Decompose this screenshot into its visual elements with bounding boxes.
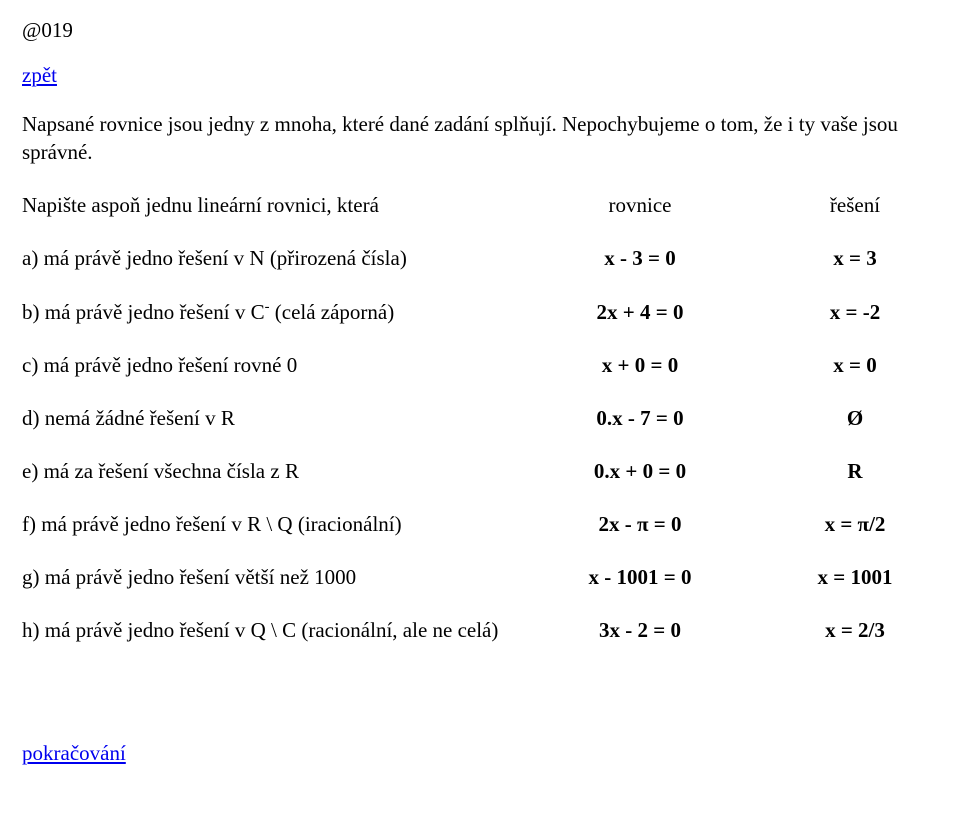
- item-b-desc-post: (celá záporná): [270, 300, 395, 324]
- item-f: f) má právě jedno řešení v R \ Q (iracio…: [22, 512, 938, 537]
- item-d-sol: Ø: [770, 406, 940, 431]
- back-link[interactable]: zpět: [22, 63, 57, 87]
- item-e-eq: 0.x + 0 = 0: [510, 459, 770, 484]
- intro-paragraph: Napsané rovnice jsou jedny z mnoha, kter…: [22, 110, 938, 167]
- item-b-eq: 2x + 4 = 0: [510, 300, 770, 325]
- item-a-eq: x - 3 = 0: [510, 246, 770, 271]
- item-a-desc: a) má právě jedno řešení v N (přirozená …: [22, 246, 510, 271]
- item-g-eq: x - 1001 = 0: [510, 565, 770, 590]
- item-f-desc: f) má právě jedno řešení v R \ Q (iracio…: [22, 512, 510, 537]
- item-f-eq: 2x - π = 0: [510, 512, 770, 537]
- item-d-desc: d) nemá žádné řešení v R: [22, 406, 510, 431]
- continue-link[interactable]: pokračování: [22, 741, 126, 765]
- item-h-eq: 3x - 2 = 0: [510, 618, 770, 643]
- item-b: b) má právě jedno řešení v C- (celá zápo…: [22, 299, 938, 325]
- item-h-sol: x = 2/3: [770, 618, 940, 643]
- item-b-sol: x = -2: [770, 300, 940, 325]
- lead-row: Napište aspoň jednu lineární rovnici, kt…: [22, 193, 938, 218]
- item-e-sol: R: [770, 459, 940, 484]
- item-g-sol: x = 1001: [770, 565, 940, 590]
- item-g: g) má právě jedno řešení větší než 1000 …: [22, 565, 938, 590]
- item-h-desc: h) má právě jedno řešení v Q \ C (racion…: [22, 618, 510, 643]
- item-c-sol: x = 0: [770, 353, 940, 378]
- item-e-desc: e) má za řešení všechna čísla z R: [22, 459, 510, 484]
- item-f-sol: x = π/2: [770, 512, 940, 537]
- item-c-desc: c) má právě jedno řešení rovné 0: [22, 353, 510, 378]
- lead-eq-header: rovnice: [510, 193, 770, 218]
- item-e: e) má za řešení všechna čísla z R 0.x + …: [22, 459, 938, 484]
- item-b-desc-pre: b) má právě jedno řešení v C: [22, 300, 265, 324]
- spacer: [22, 671, 938, 741]
- item-g-desc: g) má právě jedno řešení větší než 1000: [22, 565, 510, 590]
- item-d: d) nemá žádné řešení v R 0.x - 7 = 0 Ø: [22, 406, 938, 431]
- lead-desc: Napište aspoň jednu lineární rovnici, kt…: [22, 193, 510, 218]
- lead-sol-header: řešení: [770, 193, 940, 218]
- item-d-eq: 0.x - 7 = 0: [510, 406, 770, 431]
- item-c-eq: x + 0 = 0: [510, 353, 770, 378]
- page-root: @019 zpět Napsané rovnice jsou jedny z m…: [0, 0, 960, 796]
- item-a-sol: x = 3: [770, 246, 940, 271]
- item-b-desc: b) má právě jedno řešení v C- (celá zápo…: [22, 299, 510, 325]
- header-tag: @019: [22, 18, 938, 43]
- item-c: c) má právě jedno řešení rovné 0 x + 0 =…: [22, 353, 938, 378]
- item-h: h) má právě jedno řešení v Q \ C (racion…: [22, 618, 938, 643]
- item-a: a) má právě jedno řešení v N (přirozená …: [22, 246, 938, 271]
